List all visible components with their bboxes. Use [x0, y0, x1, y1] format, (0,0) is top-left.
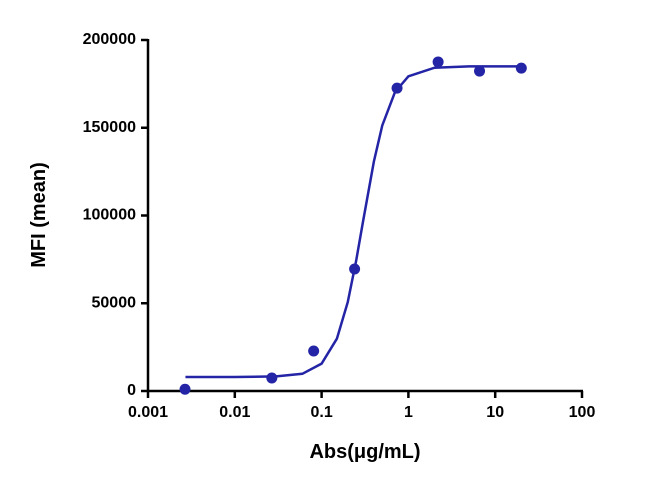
y-tick-label: 0 — [127, 382, 136, 399]
y-tick-label: 200000 — [83, 31, 136, 48]
y-tick-label: 50000 — [92, 294, 137, 311]
y-axis-title: MFI (mean) — [28, 162, 50, 268]
y-tick-label: 100000 — [83, 207, 136, 224]
data-point — [391, 82, 403, 94]
x-tick-label: 0.1 — [310, 404, 332, 421]
x-tick-label: 1 — [404, 404, 413, 421]
data-point — [308, 345, 320, 357]
x-tick-label: 10 — [486, 404, 504, 421]
data-point — [432, 56, 444, 68]
data-point — [349, 263, 361, 275]
y-tick-label: 150000 — [83, 119, 136, 136]
fit-curve — [185, 65, 522, 379]
data-point — [266, 372, 278, 384]
data-point — [515, 62, 527, 74]
x-tick-label: 0.001 — [128, 404, 168, 421]
x-tick-label: 0.01 — [219, 404, 250, 421]
x-tick-label: 100 — [569, 404, 596, 421]
x-axis-title: Abs(μg/mL) — [309, 441, 420, 463]
data-point — [474, 65, 486, 77]
data-point — [179, 383, 191, 395]
